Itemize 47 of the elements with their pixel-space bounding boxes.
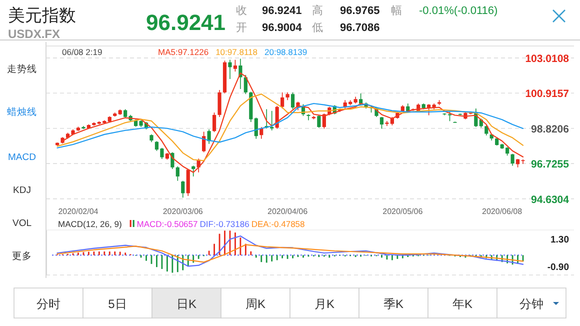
y-tick-label: 96.7255 xyxy=(531,158,570,171)
x-tick-label: 2020/02/04 xyxy=(58,207,99,216)
text: USDX.FX xyxy=(8,27,60,41)
y-tick-label: 1.30 xyxy=(550,234,569,246)
text: 更多 xyxy=(12,250,32,262)
series-label: DIF:-0.73186 xyxy=(200,219,250,229)
text: VOL xyxy=(12,218,32,229)
x-tick-label: 2020/05/06 xyxy=(382,207,424,216)
annotation: 06/08 2:19 xyxy=(62,47,102,57)
text: 分时 xyxy=(36,297,60,311)
text: 分钟 xyxy=(520,297,544,311)
text: 蜡烛线 xyxy=(7,106,37,118)
text: MA5:97.1226 xyxy=(158,47,209,57)
text: 96.7086 xyxy=(340,22,380,34)
text: 美元指数 xyxy=(8,6,76,25)
text: 96.9004 xyxy=(262,22,303,34)
text: 走势线 xyxy=(7,63,37,75)
text: 96.9765 xyxy=(340,5,380,17)
text: 年K xyxy=(452,297,473,311)
text: 96.9241 xyxy=(146,10,226,35)
text: 日K xyxy=(176,297,197,311)
text: -0.01%(-0.0116) xyxy=(419,5,498,17)
text: MACD xyxy=(8,152,36,163)
text: 幅 xyxy=(391,5,402,17)
text: 5日 xyxy=(108,297,127,311)
legend-label: MACD:-0.50657 xyxy=(136,219,198,229)
text: 开 xyxy=(236,22,247,34)
chart-title: MACD(12, 26, 9) xyxy=(58,219,122,229)
text: 20:98.8139 xyxy=(264,47,308,57)
text: 高 xyxy=(312,4,323,17)
x-tick-label: 2020/04/06 xyxy=(268,207,308,216)
y-tick-label: 98.8206 xyxy=(531,123,570,136)
text: 月K xyxy=(314,297,335,311)
y-tick-label: 94.6304 xyxy=(531,194,570,206)
text: 季K xyxy=(383,297,404,311)
text: 10:97.8118 xyxy=(216,47,258,57)
text: 低 xyxy=(312,22,323,34)
y-tick-label: 100.9157 xyxy=(525,88,570,100)
x-tick-label: 2020/03/06 xyxy=(162,207,204,216)
x-tick-label: 2020/06/08 xyxy=(482,207,523,216)
series-label: DEA:-0.47858 xyxy=(251,219,306,229)
text: 96.9241 xyxy=(262,5,302,17)
y-tick-label: 103.0108 xyxy=(525,52,570,65)
y-tick-label: -0.90 xyxy=(547,262,569,273)
text: 收 xyxy=(236,5,247,17)
text: KDJ xyxy=(13,185,32,196)
text: 周K xyxy=(245,297,266,311)
